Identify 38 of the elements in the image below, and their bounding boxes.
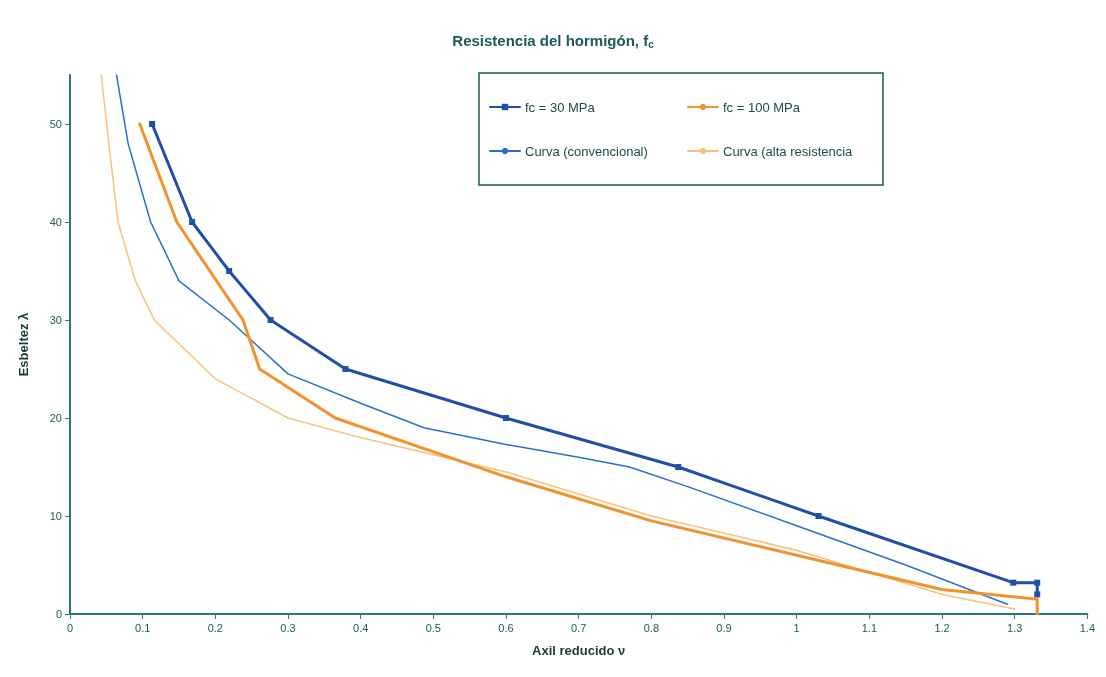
point <box>1034 579 1041 586</box>
legend-label: fc = 100 MPa <box>723 99 801 115</box>
x-tick-label: 0 <box>66 621 74 634</box>
point <box>815 513 822 519</box>
y-tick-label: 40 <box>49 216 62 228</box>
x-tick-label: 1 <box>793 621 800 634</box>
x-tick-label: 1.4 <box>1079 621 1095 634</box>
x-tick-label: 1.3 <box>1007 621 1023 634</box>
point <box>342 366 349 372</box>
point <box>675 464 682 470</box>
y-tick-label: 0 <box>55 608 62 620</box>
point <box>149 121 156 127</box>
legend-label: Curva (alta resistencia <box>723 143 854 159</box>
y-tick-label: 20 <box>49 412 62 424</box>
x-tick-label: 0.8 <box>643 621 659 634</box>
x-tick-label: 0.4 <box>353 621 369 634</box>
legend-label: fc = 30 MPa <box>525 99 596 115</box>
point <box>189 219 196 225</box>
x-tick-label: 0.9 <box>716 621 732 634</box>
x-tick-label: 1.2 <box>934 621 950 634</box>
point <box>267 317 274 323</box>
point <box>1010 579 1017 586</box>
y-tick-label: 10 <box>49 510 62 522</box>
point <box>503 415 510 421</box>
point <box>1034 591 1041 598</box>
x-axis-title: Axil reducido ν <box>532 643 626 658</box>
x-tick-label: 0.1 <box>135 621 151 634</box>
y-tick-label: 50 <box>49 118 62 130</box>
legend-label: Curva (convencional) <box>525 143 648 159</box>
y-axis-title: Esbeltez λ <box>16 311 31 377</box>
x-tick-label: 0.3 <box>280 621 296 634</box>
x-tick-label: 1.1 <box>861 621 877 634</box>
y-tick-label: 30 <box>49 314 62 326</box>
x-tick-label: 0.5 <box>425 621 441 634</box>
point <box>226 268 233 274</box>
x-tick-label: 0.7 <box>571 621 587 634</box>
x-tick-label: 0.6 <box>498 621 514 634</box>
x-tick-label: 0.2 <box>207 621 223 634</box>
